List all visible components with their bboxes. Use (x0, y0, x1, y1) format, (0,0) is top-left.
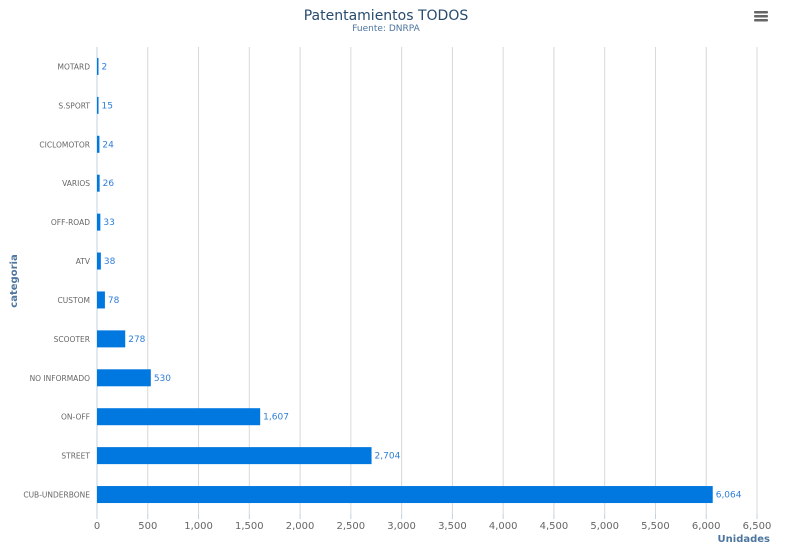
tick-label: 5,500 (641, 521, 670, 532)
bar[interactable] (97, 252, 101, 270)
tick-label: 4,500 (540, 521, 569, 532)
data-labels: 2 15 24 26 33 38 78 278 530 1,607 2,704 6,064 (102, 62, 742, 500)
data-label: 26 (103, 179, 115, 189)
hamburger-menu-icon[interactable] (752, 8, 770, 24)
data-label: 278 (128, 335, 145, 345)
tick-label: 6,000 (692, 521, 721, 532)
data-label: 6,064 (716, 491, 742, 501)
bar[interactable] (97, 213, 101, 231)
category-label: NO INFORMADO (30, 374, 91, 383)
data-label: 38 (104, 257, 116, 267)
tick-label: 3,500 (438, 521, 467, 532)
tick-label: 2,500 (337, 521, 366, 532)
bar[interactable] (97, 135, 100, 153)
tick-label: 2,000 (286, 521, 315, 532)
category-label: CUB-UNDERBONE (23, 491, 90, 500)
chart-title: Patentamientos TODOS (304, 8, 469, 24)
bar[interactable] (97, 486, 713, 504)
category-label: SCOOTER (54, 335, 90, 344)
value-axis-title: Unidades (718, 534, 771, 545)
data-label: 530 (154, 374, 171, 384)
category-label: CICLOMOTOR (39, 140, 90, 149)
category-labels: MOTARD S.SPORT CICLOMOTOR VARIOS OFF-ROAD ATV… (23, 62, 91, 499)
data-label: 1,607 (263, 413, 289, 423)
bar[interactable] (97, 174, 100, 192)
category-label: OFF-ROAD (51, 218, 90, 227)
bar[interactable] (97, 408, 261, 426)
grid-lines (96, 47, 758, 519)
data-label: 78 (108, 296, 120, 306)
category-label: ON-OFF (61, 413, 90, 422)
value-axis-ticks: 0 500 1,000 1,500 2,000 2,500 3,000 3,500 4,000 4… (94, 521, 772, 532)
bar[interactable] (97, 330, 126, 348)
data-label: 24 (102, 140, 114, 150)
bar[interactable] (97, 57, 99, 75)
bar[interactable] (97, 369, 151, 387)
tick-label: 5,000 (590, 521, 619, 532)
bar[interactable] (97, 447, 372, 465)
category-label: VARIOS (62, 179, 90, 188)
data-label: 2 (102, 62, 108, 72)
tick-label: 1,000 (184, 521, 213, 532)
tick-label: 3,000 (387, 521, 416, 532)
category-label: MOTARD (58, 62, 91, 71)
tick-label: 0 (94, 521, 100, 532)
category-axis-title: categoria (9, 254, 20, 307)
data-label: 15 (102, 101, 113, 111)
tick-label: 6,500 (743, 521, 772, 532)
category-label: CUSTOM (58, 296, 90, 305)
category-label: STREET (61, 452, 90, 461)
data-label: 33 (103, 218, 114, 228)
category-label: ATV (76, 257, 91, 266)
category-label: S.SPORT (58, 101, 90, 110)
data-label: 2,704 (375, 452, 401, 462)
tick-label: 1,500 (235, 521, 264, 532)
tick-label: 4,000 (489, 521, 518, 532)
bar[interactable] (97, 96, 99, 114)
bar[interactable] (97, 291, 105, 309)
chart-subtitle: Fuente: DNRPA (352, 24, 420, 34)
bars (97, 57, 713, 504)
tick-label: 500 (138, 521, 157, 532)
